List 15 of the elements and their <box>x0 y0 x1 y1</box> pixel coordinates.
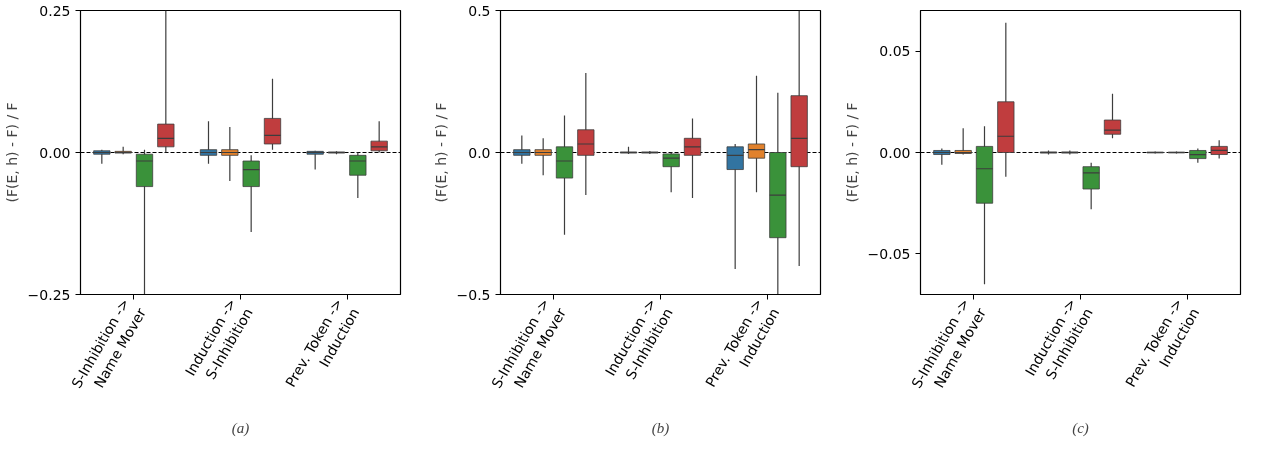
y-axis-title: (F(E, h) - F) / F <box>432 102 449 203</box>
y-tick-label: 0.00 <box>879 144 911 161</box>
y-tick-label: −0.5 <box>456 286 491 303</box>
y-tick-label: 0.25 <box>39 2 71 19</box>
y-axis-title: (F(E, h) - F) / F <box>3 102 20 203</box>
text: (b) <box>651 419 670 437</box>
y-tick-label: 0.05 <box>879 43 911 60</box>
y-tick-label: 0.00 <box>39 144 71 161</box>
y-tick-label: 0.5 <box>468 2 491 19</box>
y-tick-label: −0.25 <box>27 286 71 303</box>
text: (c) <box>1072 419 1089 437</box>
y-tick-label: −0.05 <box>867 245 911 262</box>
y-axis-title: (F(E, h) - F) / F <box>843 102 860 203</box>
text: (a) <box>231 419 250 437</box>
y-tick-label: 0.0 <box>468 144 491 161</box>
